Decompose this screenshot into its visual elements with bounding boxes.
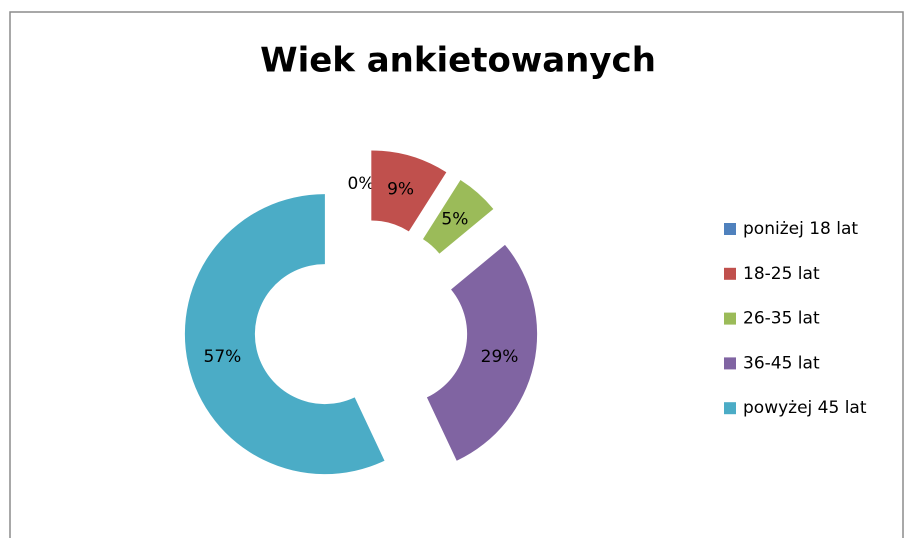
chart-title: Wiek ankietowanych bbox=[260, 41, 656, 81]
legend-swatch bbox=[724, 312, 736, 325]
data-label: 29% bbox=[481, 347, 519, 367]
slice bbox=[422, 180, 494, 254]
data-label: 0% bbox=[348, 174, 375, 194]
data-label: 5% bbox=[441, 209, 468, 229]
legend-label: 26-35 lat bbox=[743, 309, 820, 329]
legend-label: powyżej 45 lat bbox=[743, 398, 867, 418]
data-label: 57% bbox=[204, 347, 242, 367]
legend-label: 36-45 lat bbox=[743, 353, 820, 373]
data-label: 9% bbox=[387, 180, 414, 200]
legend-swatch bbox=[724, 357, 736, 370]
slice bbox=[426, 244, 538, 461]
legend-label: poniżej 18 lat bbox=[743, 219, 858, 239]
legend-swatch bbox=[724, 223, 736, 235]
legend-label: 18-25 lat bbox=[743, 264, 820, 284]
legend-swatch bbox=[724, 267, 736, 280]
slice bbox=[184, 194, 385, 475]
slice bbox=[371, 150, 447, 232]
legend-swatch bbox=[724, 402, 736, 415]
